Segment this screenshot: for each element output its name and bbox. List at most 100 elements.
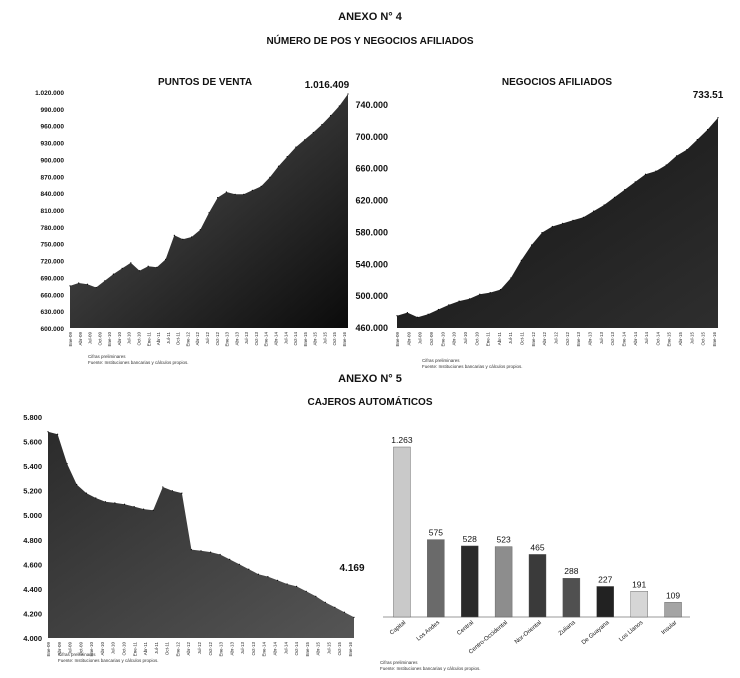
cajeros-point xyxy=(162,486,164,488)
y-tick-label: 5.000 xyxy=(23,511,42,520)
cajeros-point xyxy=(123,503,126,505)
x-tick-label: Ene-10 xyxy=(440,332,445,347)
x-tick-label: Ene-13 xyxy=(576,332,581,347)
cajeros-last-value-label: 4.169 xyxy=(339,563,364,574)
x-tick-label: Abr-10 xyxy=(452,332,457,346)
pos-point xyxy=(286,156,288,158)
x-tick-label: Oct-15 xyxy=(332,332,337,346)
x-tick-label: Oct-14 xyxy=(655,332,660,346)
cajeros-point xyxy=(324,601,326,604)
pos-point xyxy=(347,93,349,95)
cajeros-point xyxy=(248,568,250,570)
x-tick-label: Oct-09 xyxy=(97,332,102,346)
x-tick-label: Abr-15 xyxy=(678,332,683,346)
negocios-point xyxy=(520,259,522,261)
pos-point xyxy=(173,234,175,236)
x-tick-label: Ene-16 xyxy=(348,642,353,657)
negocios-point xyxy=(541,232,543,234)
x-tick-label: Jul-11 xyxy=(508,332,513,344)
negocios-title: NEGOCIOS AFILIADOS xyxy=(502,77,613,88)
pos-point xyxy=(208,212,210,214)
x-tick-label: Jul-10 xyxy=(127,332,132,345)
x-tick-label: Jul-11 xyxy=(166,332,171,344)
note-source: Fuente: Instituciones bancarias y cálcul… xyxy=(422,364,523,369)
x-tick-label: Ene-14 xyxy=(621,332,626,347)
y-tick-label: 660.000 xyxy=(355,164,388,174)
x-tick-label: Ene-11 xyxy=(146,332,151,347)
cajeros-point xyxy=(66,463,68,465)
x-tick-label: Abr-14 xyxy=(633,332,638,346)
cajeros-point xyxy=(57,433,59,435)
cajeros-point xyxy=(200,550,202,552)
pos-point xyxy=(251,189,253,191)
x-tick-label: Abr-13 xyxy=(229,642,234,656)
x-tick-label: Jul-10 xyxy=(463,332,468,345)
x-tick-label: Jul-09 xyxy=(68,642,73,655)
anexo5-heading: ANEXO N° 5 xyxy=(338,373,402,385)
cajeros-point xyxy=(267,576,269,578)
x-tick-label: Ene-11 xyxy=(486,332,491,347)
bar-value-label: 109 xyxy=(666,590,680,600)
pos-point xyxy=(199,229,201,231)
y-tick-label: 460.000 xyxy=(355,323,388,333)
x-tick-label: Ene-09 xyxy=(68,332,73,347)
x-tick-label: Oct-15 xyxy=(337,642,342,656)
x-tick-label: Abr-14 xyxy=(273,642,278,656)
y-tick-label: 580.000 xyxy=(355,227,388,237)
x-tick-label: Jul-14 xyxy=(644,332,649,345)
y-tick-label: 720.000 xyxy=(41,259,65,266)
cajeros-point xyxy=(143,508,145,510)
x-tick-label: Ene-10 xyxy=(89,642,94,657)
negocios-point xyxy=(593,210,595,212)
cajeros-point xyxy=(210,551,212,553)
x-tick-label: Abr-09 xyxy=(57,642,62,656)
x-tick-label: Abr-12 xyxy=(195,332,200,346)
y-tick-label: 4.600 xyxy=(23,560,42,569)
bar-value-label: 465 xyxy=(530,542,544,552)
x-tick-label: Jul-15 xyxy=(322,332,327,345)
pos-point xyxy=(260,185,262,187)
x-tick-label: Jul-15 xyxy=(326,642,331,655)
x-tick-label: Abr-09 xyxy=(78,332,83,346)
pos-point xyxy=(147,265,149,267)
x-tick-label: Oct-11 xyxy=(176,332,181,346)
x-tick-label: Ene-11 xyxy=(132,642,137,657)
x-tick-label: Oct-14 xyxy=(293,332,298,346)
pos-point xyxy=(191,236,193,238)
x-tick-label: Abr-14 xyxy=(274,332,279,346)
negocios-point xyxy=(634,181,636,183)
pos-point xyxy=(321,124,323,126)
x-tick-label: Abr-12 xyxy=(542,332,547,346)
negocios-point xyxy=(644,173,647,175)
bar-centro-occidental xyxy=(494,546,513,618)
y-tick-label: 840.000 xyxy=(41,191,65,198)
bar-category-label: Insular xyxy=(661,620,679,636)
bar-nor-oriental xyxy=(528,554,547,618)
bar-value-label: 575 xyxy=(429,528,443,538)
note-preliminary: Cifras preliminares xyxy=(88,354,126,359)
bar-value-label: 523 xyxy=(497,535,511,545)
x-tick-label: Ene-12 xyxy=(185,332,190,347)
x-tick-label: Jul-14 xyxy=(283,332,288,345)
negocios-point xyxy=(396,315,398,317)
x-tick-label: Abr-15 xyxy=(313,332,318,346)
bar-value-label: 1.263 xyxy=(391,435,413,445)
negocios-point xyxy=(468,298,471,300)
pos-point xyxy=(112,273,114,275)
note-preliminary: Cifras preliminares xyxy=(58,652,96,657)
negocios-last-value-label: 733.51 xyxy=(693,90,724,101)
bar-category-label: Los Llanos xyxy=(618,620,644,643)
pos-title: PUNTOS DE VENTA xyxy=(158,77,252,88)
cajeros-area xyxy=(48,431,354,638)
x-tick-label: Jul-09 xyxy=(418,332,423,345)
negocios-point xyxy=(686,149,688,151)
negocios-point xyxy=(437,308,439,311)
y-tick-label: 700.000 xyxy=(355,132,388,142)
bar-los-llanos xyxy=(630,591,648,618)
x-tick-label: Oct-09 xyxy=(429,332,434,346)
y-tick-label: 500.000 xyxy=(355,291,388,301)
y-tick-label: 4.000 xyxy=(23,634,42,643)
negocios-point xyxy=(655,170,657,172)
x-tick-label: Oct-09 xyxy=(78,642,83,656)
